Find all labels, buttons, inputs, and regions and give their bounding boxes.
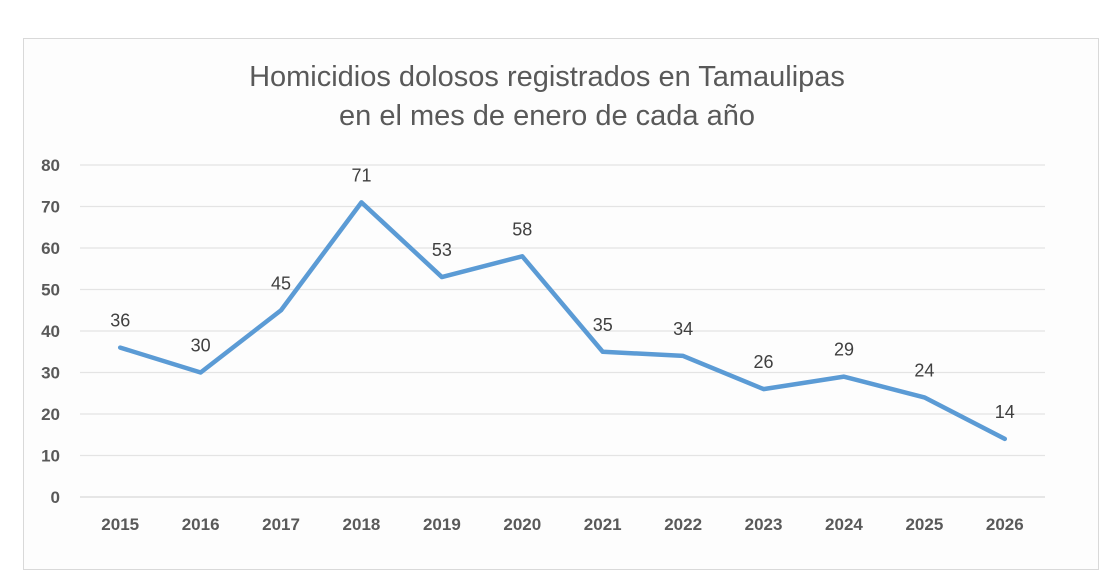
x-tick-label: 2025 xyxy=(905,515,943,534)
data-label: 34 xyxy=(673,319,693,339)
x-tick-label: 2017 xyxy=(262,515,300,534)
x-tick-label: 2021 xyxy=(584,515,622,534)
data-label: 45 xyxy=(271,273,291,293)
data-line xyxy=(120,202,1005,439)
data-label: 24 xyxy=(914,360,934,380)
y-tick-label: 20 xyxy=(41,405,60,424)
x-tick-label: 2015 xyxy=(101,515,139,534)
data-label: 58 xyxy=(512,219,532,239)
x-tick-label: 2023 xyxy=(745,515,783,534)
y-tick-label: 60 xyxy=(41,239,60,258)
x-tick-label: 2018 xyxy=(343,515,381,534)
y-tick-label: 40 xyxy=(41,322,60,341)
data-label: 26 xyxy=(754,352,774,372)
data-label: 30 xyxy=(191,336,211,356)
y-tick-label: 30 xyxy=(41,364,60,383)
x-tick-label: 2019 xyxy=(423,515,461,534)
x-tick-label: 2016 xyxy=(182,515,220,534)
data-label: 71 xyxy=(351,165,371,185)
data-label: 29 xyxy=(834,340,854,360)
x-tick-label: 2020 xyxy=(503,515,541,534)
line-chart: 0 10 20 30 40 50 60 70 80 2015 2016 2017 2018 2019 202… xyxy=(0,0,1100,550)
data-label: 35 xyxy=(593,315,613,335)
x-tick-label: 2024 xyxy=(825,515,863,534)
x-tick-label: 2022 xyxy=(664,515,702,534)
data-label: 36 xyxy=(110,311,130,331)
y-tick-label: 70 xyxy=(41,198,60,217)
y-tick-label: 0 xyxy=(51,488,60,507)
data-label: 14 xyxy=(995,402,1015,422)
data-label: 53 xyxy=(432,240,452,260)
y-tick-label: 10 xyxy=(41,447,60,466)
y-tick-label: 50 xyxy=(41,281,60,300)
y-tick-label: 80 xyxy=(41,156,60,175)
x-tick-label: 2026 xyxy=(986,515,1024,534)
